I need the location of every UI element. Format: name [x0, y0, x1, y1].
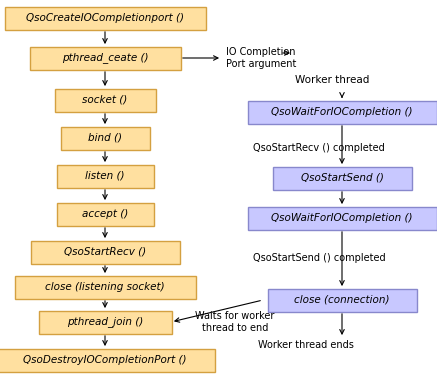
Text: QsoStartSend () completed: QsoStartSend () completed: [253, 253, 385, 263]
Text: Worker thread: Worker thread: [295, 75, 369, 85]
FancyBboxPatch shape: [247, 100, 437, 124]
Text: listen (): listen (): [85, 171, 125, 181]
FancyBboxPatch shape: [38, 310, 171, 334]
Text: Worker thread ends: Worker thread ends: [258, 340, 354, 350]
FancyBboxPatch shape: [60, 127, 149, 149]
FancyBboxPatch shape: [14, 276, 195, 299]
FancyBboxPatch shape: [55, 89, 156, 111]
FancyBboxPatch shape: [267, 288, 416, 312]
Text: QsoDestroyIOCompletionPort (): QsoDestroyIOCompletionPort (): [23, 355, 187, 365]
FancyBboxPatch shape: [30, 47, 180, 69]
Text: QsoStartSend (): QsoStartSend (): [301, 173, 383, 183]
Text: IO Completion
Port argument: IO Completion Port argument: [226, 47, 296, 69]
FancyBboxPatch shape: [56, 164, 153, 188]
FancyBboxPatch shape: [4, 6, 205, 30]
Text: bind (): bind (): [88, 133, 122, 143]
Text: socket (): socket (): [83, 95, 128, 105]
FancyBboxPatch shape: [0, 349, 215, 371]
Text: QsoWaitForIOCompletion (): QsoWaitForIOCompletion (): [271, 107, 413, 117]
Text: close (connection): close (connection): [294, 295, 390, 305]
Text: QsoCreateIOCompletionport (): QsoCreateIOCompletionport (): [26, 13, 184, 23]
Text: pthread_join (): pthread_join (): [67, 316, 143, 327]
Text: QsoWaitForIOCompletion (): QsoWaitForIOCompletion (): [271, 213, 413, 223]
FancyBboxPatch shape: [31, 241, 180, 263]
FancyBboxPatch shape: [247, 207, 437, 230]
Text: Waits for worker
thread to end: Waits for worker thread to end: [195, 311, 275, 333]
FancyBboxPatch shape: [273, 166, 412, 190]
Text: close (listening socket): close (listening socket): [45, 282, 165, 292]
FancyBboxPatch shape: [56, 202, 153, 226]
Text: accept (): accept (): [82, 209, 128, 219]
Text: QsoStartRecv () completed: QsoStartRecv () completed: [253, 143, 385, 153]
Text: pthread_ceate (): pthread_ceate (): [62, 53, 148, 63]
Text: QsoStartRecv (): QsoStartRecv (): [64, 247, 146, 257]
